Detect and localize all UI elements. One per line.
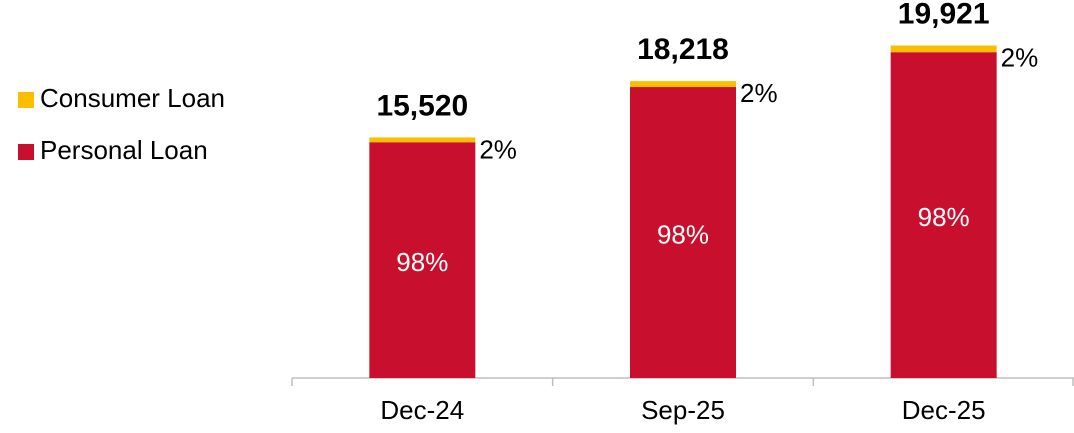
- segment-label: 2%: [1001, 42, 1039, 72]
- bar-segment: [890, 52, 997, 378]
- bar-segment: [369, 142, 476, 378]
- legend-swatch: [18, 92, 34, 108]
- legend-label: Consumer Loan: [40, 83, 225, 113]
- total-label: 19,921: [898, 0, 990, 30]
- total-label: 15,520: [376, 89, 468, 122]
- legend-label: Personal Loan: [40, 135, 208, 165]
- segment-label: 2%: [479, 134, 517, 164]
- total-label: 18,218: [637, 33, 729, 66]
- segment-label: 98%: [918, 202, 970, 232]
- bar-segment: [630, 87, 736, 379]
- bar-segment: [630, 81, 736, 88]
- segment-label: 98%: [657, 219, 709, 249]
- segment-label: 2%: [740, 78, 778, 108]
- bar-segment: [890, 45, 997, 53]
- segment-label: 98%: [396, 247, 448, 277]
- x-tick-label: Dec-25: [902, 395, 986, 425]
- x-tick-label: Dec-24: [380, 395, 464, 425]
- x-tick-label: Sep-25: [641, 395, 725, 425]
- bar-segment: [369, 137, 476, 143]
- legend-swatch: [18, 144, 34, 160]
